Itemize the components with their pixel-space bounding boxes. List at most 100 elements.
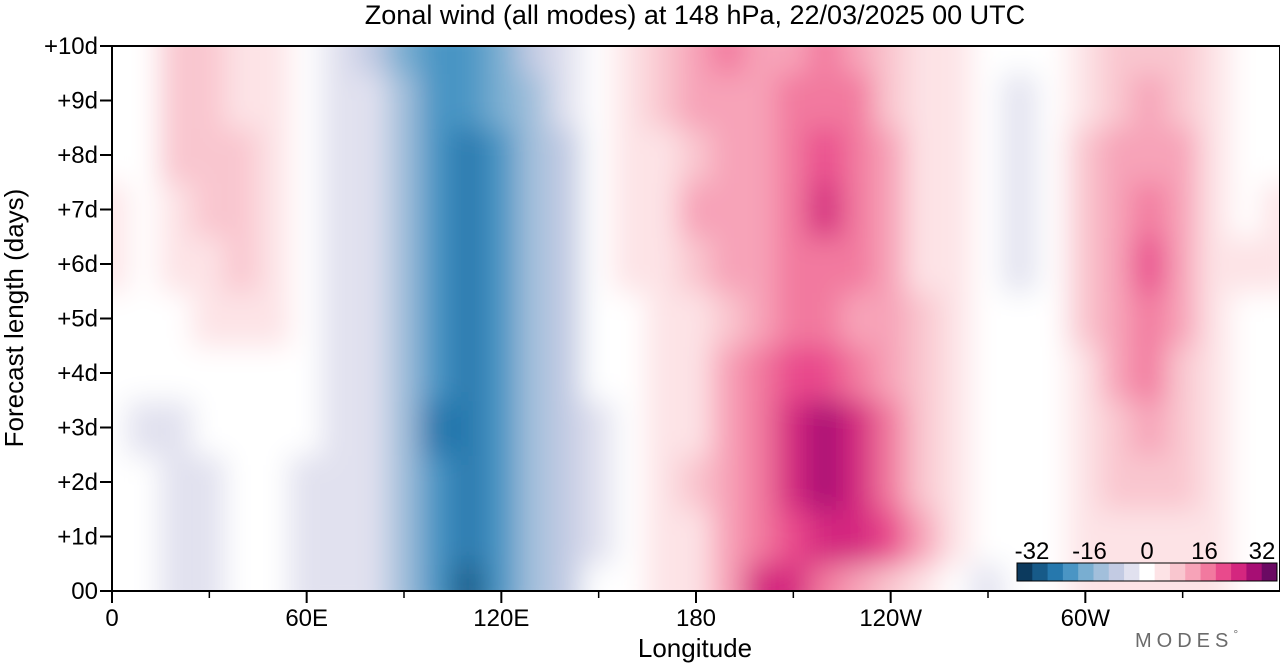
heatmap-cell — [224, 235, 259, 293]
heatmap-cell — [938, 399, 973, 456]
heatmap-cell — [841, 72, 876, 129]
colorbar-swatch — [1124, 563, 1140, 581]
heatmap-cell — [484, 290, 519, 347]
heatmap-cell — [1262, 508, 1280, 565]
heatmap-cell — [192, 344, 227, 402]
heatmap-cell — [257, 562, 292, 591]
heatmap-cell — [451, 344, 487, 402]
heatmap-cell — [1165, 46, 1200, 75]
heatmap-cell — [938, 508, 973, 565]
heatmap-cell — [224, 72, 259, 129]
heatmap-cell — [646, 46, 681, 75]
heatmap-cell — [1133, 46, 1168, 75]
heatmap-cell — [127, 562, 162, 591]
heatmap-cell — [321, 508, 357, 565]
y-tick-label: +2d — [57, 469, 98, 496]
heatmap-cell — [1100, 453, 1135, 511]
heatmap-cell — [354, 181, 389, 238]
x-tick-label: 60E — [285, 605, 328, 632]
heatmap-cell — [776, 72, 811, 129]
heatmap-cell — [1197, 453, 1233, 511]
heatmap-cell — [873, 235, 908, 293]
modes-logo-mark: ° — [1233, 627, 1243, 641]
heatmap-cell — [289, 290, 324, 347]
heatmap-cell — [808, 235, 843, 293]
colorbar-swatch — [1261, 563, 1278, 581]
heatmap-cell — [581, 290, 616, 347]
heatmap-cell — [257, 72, 292, 129]
heatmap-cell — [711, 562, 746, 591]
heatmap-cell — [873, 126, 908, 184]
heatmap-cell — [112, 344, 130, 402]
heatmap-cell — [1003, 453, 1038, 511]
heatmap-cell — [711, 235, 746, 293]
heatmap-cell — [419, 235, 454, 293]
heatmap-cell — [1003, 235, 1038, 293]
heatmap-cell — [1165, 126, 1200, 184]
heatmap-cell — [257, 126, 292, 184]
heatmap-cell — [386, 235, 422, 293]
heatmap-cell — [1197, 344, 1233, 402]
heatmap-cell — [549, 290, 584, 347]
heatmap-cell — [776, 453, 811, 511]
heatmap-cell — [386, 72, 422, 129]
heatmap-cell — [743, 72, 779, 129]
heatmap-cell — [873, 562, 908, 591]
heatmap-cell — [1100, 126, 1135, 184]
x-tick-label: 120E — [473, 605, 529, 632]
heatmap-cell — [224, 290, 259, 347]
colorbar-tick-label: 16 — [1191, 538, 1218, 565]
heatmap-cell — [321, 126, 357, 184]
heatmap-cell — [516, 290, 551, 347]
heatmap-cell — [1197, 235, 1233, 293]
heatmap-cell — [743, 399, 779, 456]
heatmap-cell — [484, 46, 519, 75]
heatmap-cell — [581, 344, 616, 402]
colorbar-swatch — [1032, 563, 1049, 581]
heatmap-cell — [808, 181, 843, 238]
heatmap-cell — [224, 399, 259, 456]
heatmap-cell — [905, 290, 941, 347]
heatmap-cell — [678, 126, 714, 184]
heatmap-cell — [386, 344, 422, 402]
heatmap-cell — [841, 181, 876, 238]
heatmap-cell — [1035, 290, 1071, 347]
heatmap-cell — [549, 181, 584, 238]
heatmap-cell — [451, 126, 487, 184]
heatmap-cell — [841, 46, 876, 75]
heatmap-cell — [192, 72, 227, 129]
heatmap-cell — [873, 453, 908, 511]
heatmap-cell — [192, 508, 227, 565]
heatmap-cell — [1230, 46, 1265, 75]
x-axis-label: Longitude — [638, 633, 752, 663]
heatmap-cell — [451, 46, 487, 75]
heatmap-cell — [451, 508, 487, 565]
heatmap-cell — [678, 290, 714, 347]
heatmap-cell — [1133, 235, 1168, 293]
heatmap-cell — [1165, 290, 1200, 347]
heatmap-cell — [257, 344, 292, 402]
heatmap-cell — [905, 126, 941, 184]
plot-area — [112, 46, 1280, 591]
heatmap-cell — [484, 399, 519, 456]
heatmap-cell — [289, 46, 324, 75]
heatmap-cell — [776, 126, 811, 184]
heatmap-cell — [516, 344, 551, 402]
heatmap-cell — [127, 453, 162, 511]
heatmap-cell — [970, 399, 1006, 456]
heatmap-cell — [905, 46, 941, 75]
heatmap-cell — [678, 508, 714, 565]
heatmap-cell — [1165, 72, 1200, 129]
heatmap-cell — [451, 181, 487, 238]
heatmap-cell — [743, 290, 779, 347]
heatmap-cell — [386, 126, 422, 184]
heatmap-cell — [549, 126, 584, 184]
heatmap-cell — [127, 46, 162, 75]
heatmap-cell — [289, 562, 324, 591]
heatmap-cell — [484, 181, 519, 238]
heatmap-cell — [1035, 46, 1071, 75]
heatmap-cell — [127, 126, 162, 184]
colorbar-swatch — [1017, 563, 1033, 581]
heatmap-cell — [112, 290, 130, 347]
heatmap-cell — [776, 344, 811, 402]
